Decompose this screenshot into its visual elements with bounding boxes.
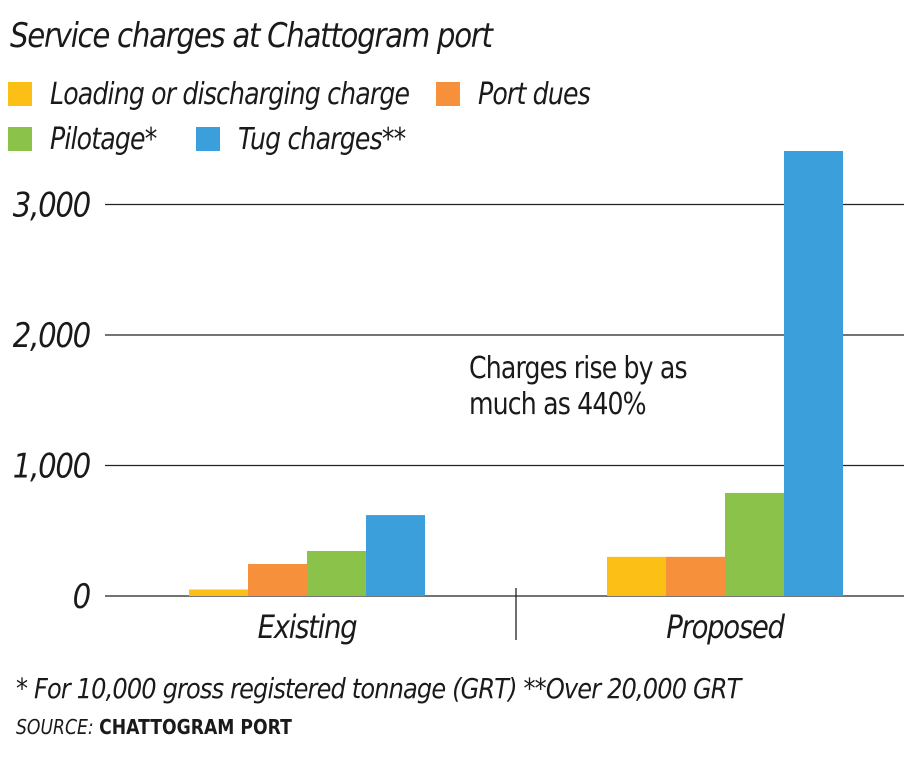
bar-proposed-0 (607, 556, 666, 596)
legend-label-tug: Tug charges** (238, 121, 406, 157)
bar-existing-1 (248, 564, 307, 596)
legend-label-loading: Loading or discharging charge (50, 76, 410, 112)
source-line: SOURCE: CHATTOGRAM PORT (16, 715, 292, 739)
bar-existing-2 (307, 550, 366, 596)
legend-swatch-tug (196, 127, 220, 151)
y-tick-label: 2,000 (13, 317, 90, 356)
y-tick-label: 1,000 (13, 447, 90, 486)
legend-swatch-pilotage (8, 127, 32, 151)
x-tick-label: Proposed (666, 609, 786, 647)
bar-existing-0 (189, 589, 248, 596)
legend-item-tug: Tug charges** (196, 121, 437, 157)
legend-item-loading: Loading or discharging charge (8, 76, 478, 112)
annotation-line: much as 440% (469, 386, 646, 422)
annotation-line: Charges rise by as (469, 350, 687, 386)
bar-proposed-3 (784, 150, 843, 596)
chart-title: Service charges at Chattogram port (10, 16, 493, 56)
bar-proposed-1 (666, 556, 725, 596)
legend-label-pilotage: Pilotage* (50, 121, 157, 157)
y-tick-label: 3,000 (13, 186, 90, 225)
legend-item-pilotage: Pilotage* (8, 121, 177, 157)
legend-swatch-loading (8, 82, 32, 106)
footnote: * For 10,000 gross registered tonnage (G… (16, 672, 741, 705)
legend-item-port-dues: Port dues (436, 76, 611, 112)
source-name: CHATTOGRAM PORT (99, 715, 292, 739)
source-label: SOURCE: (16, 715, 94, 739)
bar-proposed-2 (725, 492, 784, 596)
x-tick-label: Existing (258, 609, 357, 647)
legend-label-port-dues: Port dues (478, 76, 591, 112)
legend-swatch-port-dues (436, 82, 460, 106)
bar-existing-3 (366, 515, 425, 596)
y-tick-label: 0 (73, 578, 91, 617)
